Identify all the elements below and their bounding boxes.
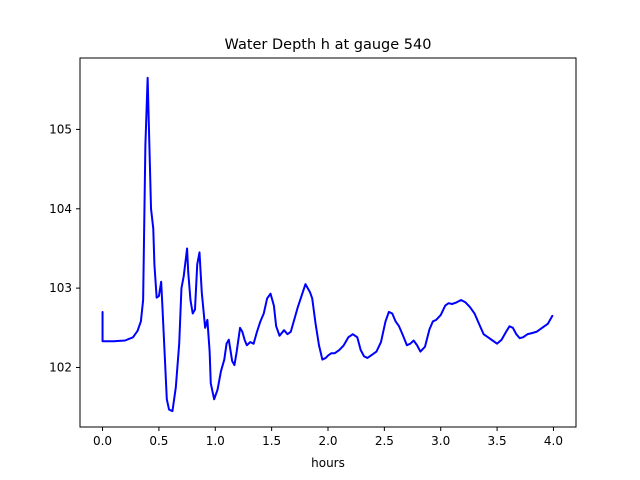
y-tick-label: 104: [49, 202, 72, 216]
x-tick-label: 0.0: [93, 434, 112, 448]
x-tick-label: 1.0: [206, 434, 225, 448]
y-tick-label: 102: [49, 360, 72, 374]
series-line-0: [101, 76, 554, 413]
x-tick-label: 4.0: [544, 434, 563, 448]
x-tick-label: 3.0: [431, 434, 450, 448]
x-tick-label: 3.5: [488, 434, 507, 448]
x-tick-label: 0.5: [149, 434, 168, 448]
y-tick-label: 105: [49, 122, 72, 136]
chart-title: Water Depth h at gauge 540: [225, 37, 432, 53]
x-tick-label: 2.5: [375, 434, 394, 448]
x-tick-label: 2.0: [318, 434, 337, 448]
x-tick-label: 1.5: [262, 434, 281, 448]
plot-area: 0.0 0.5 1.0 1.5 2.0 2.5 3.0 3.5 4.0 102 103 104 105: [49, 57, 577, 448]
x-axis-label: hours: [311, 456, 345, 470]
y-tick-label: 103: [49, 281, 72, 295]
